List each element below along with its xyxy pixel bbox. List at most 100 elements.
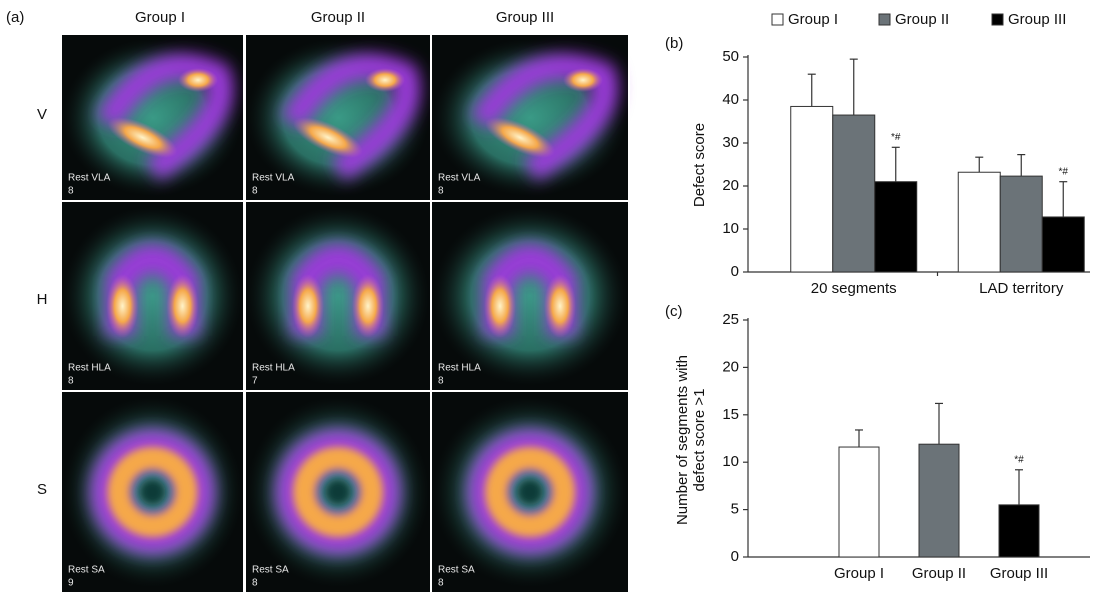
bar bbox=[874, 181, 918, 273]
scan-hot bbox=[107, 447, 198, 537]
view-label: Rest VLA bbox=[68, 173, 111, 184]
y-axis-label: Number of segments with bbox=[674, 355, 691, 525]
y-tick-label: 20 bbox=[722, 177, 739, 194]
y-tick-label: 10 bbox=[722, 453, 739, 470]
y-tick-label: 20 bbox=[722, 358, 739, 375]
scan-cavity bbox=[517, 479, 543, 505]
scan-image: Rest SA 9 bbox=[62, 392, 245, 592]
y-axis-label: defect score >1 bbox=[691, 389, 708, 492]
y-tick-label: 15 bbox=[722, 406, 739, 423]
view-label: Rest VLA bbox=[438, 173, 481, 184]
slice-label: 8 bbox=[68, 376, 74, 387]
scan-hot bbox=[292, 274, 324, 338]
scan-image: Rest SA 8 bbox=[432, 392, 630, 592]
scan-hot bbox=[544, 274, 576, 338]
scan-hot bbox=[106, 274, 139, 338]
view-label: Rest VLA bbox=[252, 173, 295, 184]
y-tick-label: 0 bbox=[731, 548, 739, 565]
panel-label: (a) bbox=[6, 9, 24, 26]
slice-label: 8 bbox=[68, 186, 74, 197]
scan-hot bbox=[365, 68, 405, 92]
row-label: S bbox=[37, 481, 47, 498]
scan-hot bbox=[178, 68, 218, 92]
x-tick-label: Group III bbox=[990, 565, 1048, 582]
bar bbox=[832, 114, 876, 273]
scan-wall bbox=[96, 53, 234, 181]
bar bbox=[790, 105, 834, 273]
bar bbox=[1041, 216, 1085, 273]
significance-label: *# bbox=[1059, 166, 1069, 177]
scan-wall bbox=[280, 53, 421, 181]
x-tick-label: Group I bbox=[834, 565, 884, 582]
view-label: Rest SA bbox=[68, 565, 105, 576]
legend-swatch bbox=[878, 13, 891, 26]
y-tick-label: 0 bbox=[731, 263, 739, 280]
panel-label: (c) bbox=[665, 303, 683, 320]
scan-wall bbox=[470, 53, 619, 182]
legend-swatch bbox=[991, 13, 1004, 26]
scan-image: Rest HLA 8 bbox=[432, 202, 630, 390]
scan-hot bbox=[293, 447, 383, 537]
view-label: Rest HLA bbox=[252, 363, 295, 374]
scan-hot bbox=[352, 274, 384, 338]
slice-label: 8 bbox=[438, 578, 444, 589]
slice-label: 9 bbox=[68, 578, 74, 589]
scan-image: Rest VLA 8 bbox=[432, 35, 630, 200]
view-label: Rest SA bbox=[438, 565, 475, 576]
bar bbox=[998, 504, 1040, 558]
scan-hot bbox=[166, 274, 199, 338]
view-label: Rest SA bbox=[252, 565, 289, 576]
slice-label: 8 bbox=[252, 186, 258, 197]
scan-cavity bbox=[325, 479, 351, 505]
scan-hot bbox=[485, 447, 575, 537]
bar bbox=[957, 171, 1001, 273]
slice-label: 8 bbox=[438, 376, 444, 387]
bar bbox=[838, 446, 880, 558]
scan-cavity bbox=[139, 479, 166, 505]
legend-label: Group I bbox=[788, 11, 838, 28]
scan-image: Rest HLA 8 bbox=[62, 202, 245, 390]
scan-halo bbox=[246, 205, 430, 387]
scan-hot bbox=[485, 117, 555, 158]
scan-hot bbox=[293, 117, 363, 158]
bar bbox=[999, 175, 1043, 273]
row-label: V bbox=[37, 106, 47, 123]
y-tick-label: 5 bbox=[731, 501, 739, 518]
legend-label: Group III bbox=[1008, 11, 1066, 28]
row-label: H bbox=[37, 291, 48, 308]
y-tick-label: 25 bbox=[722, 311, 739, 328]
slice-label: 8 bbox=[252, 578, 258, 589]
legend-label: Group II bbox=[895, 11, 949, 28]
scan-halo bbox=[62, 205, 243, 387]
column-header: Group II bbox=[311, 9, 365, 26]
significance-label: *# bbox=[1014, 454, 1024, 465]
x-tick-label: 20 segments bbox=[811, 280, 897, 297]
significance-label: *# bbox=[891, 132, 901, 143]
bar bbox=[918, 443, 960, 558]
y-tick-label: 10 bbox=[722, 220, 739, 237]
y-tick-label: 40 bbox=[722, 91, 739, 108]
slice-label: 8 bbox=[438, 186, 444, 197]
scan-image: Rest SA 8 bbox=[246, 392, 432, 592]
scan-image: Rest VLA 8 bbox=[62, 35, 245, 200]
y-tick-label: 30 bbox=[722, 134, 739, 151]
scan-image: Rest HLA 7 bbox=[246, 202, 432, 390]
scan-halo bbox=[432, 205, 628, 387]
scan-hot bbox=[484, 274, 516, 338]
view-label: Rest HLA bbox=[438, 363, 481, 374]
x-tick-label: LAD territory bbox=[979, 280, 1064, 297]
scan-hot bbox=[563, 68, 603, 92]
legend-swatch bbox=[771, 13, 784, 26]
scan-image: Rest VLA 8 bbox=[246, 35, 432, 200]
slice-label: 7 bbox=[252, 376, 258, 387]
column-header: Group I bbox=[135, 9, 185, 26]
view-label: Rest HLA bbox=[68, 363, 111, 374]
scan-hot bbox=[107, 117, 178, 158]
x-tick-label: Group II bbox=[912, 565, 966, 582]
y-axis-label: Defect score bbox=[691, 123, 708, 207]
panel-label: (b) bbox=[665, 35, 683, 52]
column-header: Group III bbox=[496, 9, 554, 26]
y-tick-label: 50 bbox=[722, 48, 739, 65]
